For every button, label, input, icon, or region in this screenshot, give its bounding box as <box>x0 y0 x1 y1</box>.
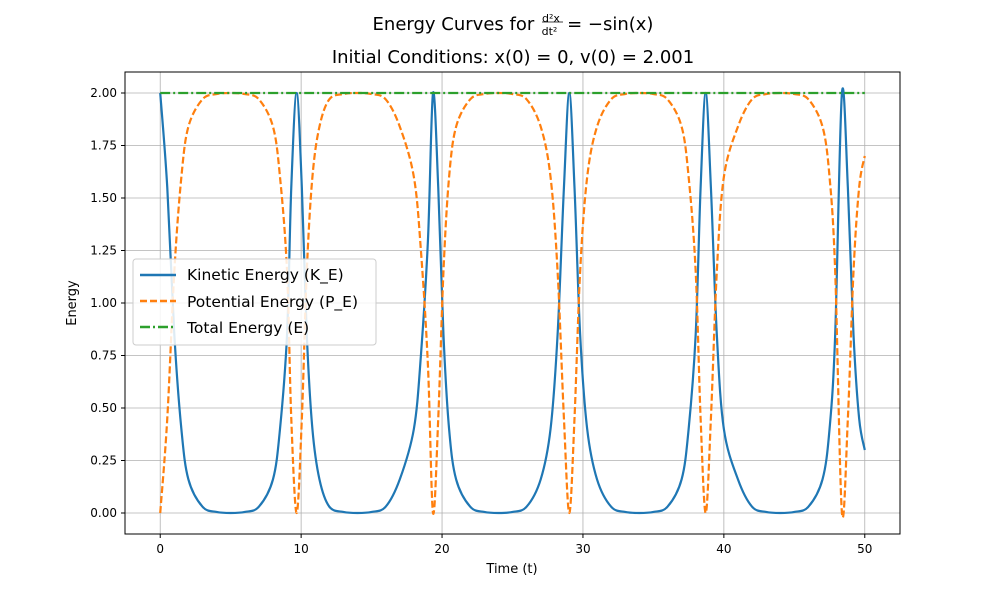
x-tick-label: 30 <box>575 542 590 556</box>
chart-subtitle: Initial Conditions: x(0) = 0, v(0) = 2.0… <box>332 47 694 68</box>
x-tick-label: 50 <box>857 542 872 556</box>
legend: Kinetic Energy (K_E) Potential Energy (P… <box>132 258 377 346</box>
chart-title: Energy Curves for d²x dt² = −sin(x) <box>373 6 654 40</box>
y-tick-label: 1.50 <box>90 191 117 205</box>
y-tick-label: 0.25 <box>90 454 117 468</box>
kinetic-energy-line <box>159 87 866 515</box>
y-tick-label: 0.75 <box>90 349 117 363</box>
y-tick-label: 0.50 <box>90 401 117 415</box>
tick-layer: 0 10 20 30 40 50 0.00 0.25 0.50 0.75 1.00 1.25 1.50 1… <box>90 86 872 556</box>
legend-label-kinetic: Kinetic Energy (K_E) <box>187 266 344 285</box>
legend-label-potential: Potential Energy (P_E) <box>187 293 358 312</box>
x-tick-label: 10 <box>293 542 308 556</box>
legend-box <box>132 258 377 346</box>
chart-title-rhs: = −sin(x) <box>567 14 653 35</box>
chart-title-prefix: Energy Curves for <box>373 14 540 35</box>
y-axis-label: Energy <box>65 280 80 326</box>
y-tick-label: 2.00 <box>90 86 117 100</box>
y-tick-label: 0.00 <box>90 506 117 520</box>
chart-title-fraction: d²x <box>542 12 560 25</box>
x-tick-label: 0 <box>156 542 164 556</box>
x-tick-label: 40 <box>716 542 731 556</box>
potential-energy-line <box>159 91 866 519</box>
chart-title-fraction-denominator: dt² <box>542 25 558 38</box>
x-axis-label: Time (t) <box>485 562 537 577</box>
y-tick-label: 1.25 <box>90 244 117 258</box>
y-tick-label: 1.00 <box>90 296 117 310</box>
series-layer <box>159 87 866 519</box>
legend-label-total: Total Energy (E) <box>186 319 309 337</box>
y-tick-label: 1.75 <box>90 139 117 153</box>
x-tick-label: 20 <box>434 542 449 556</box>
